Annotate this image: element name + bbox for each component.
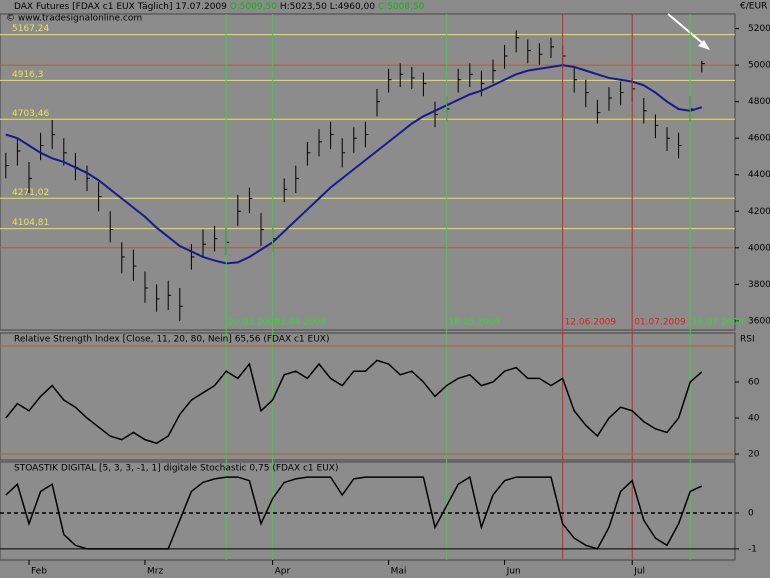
level-label: 4703,46: [12, 109, 49, 119]
marker-label: 01.07.2009: [634, 318, 686, 328]
title-part: C:5008,50: [378, 2, 425, 12]
y-axis-label: RSI: [740, 335, 755, 345]
x-tick-label: Jun: [506, 567, 521, 577]
y-tick-label: 3600: [748, 316, 770, 326]
moving-average: [5, 64, 703, 265]
x-tick-label: Jul: [633, 567, 645, 577]
panel-title: Relative Strength Index [Close, 11, 20, …: [14, 335, 329, 345]
y-tick-label: 5200: [748, 24, 770, 34]
y-tick-label: 5000: [748, 61, 770, 71]
y-tick-label: 3800: [748, 280, 770, 290]
marker-label: 18.05.2009: [449, 318, 501, 328]
level-label: 4271,02: [12, 188, 49, 198]
level-label: 4104,81: [12, 218, 49, 228]
indicator-line: [5, 359, 703, 445]
marker-label: 20.03.2009: [228, 318, 280, 328]
y-tick-label: -1: [748, 544, 757, 554]
title-part: O:5009,50: [230, 2, 277, 12]
title-part: DAX Futures [FDAX c1 EUX Täglich] 17.07.…: [14, 2, 227, 12]
y-tick-label: 4000: [748, 243, 770, 253]
level-label: 4916,3: [12, 70, 44, 80]
panel-title: STOASTIK DIGITAL [5, 3, 3, -1, 1] digita…: [14, 464, 338, 474]
x-tick-label: Apr: [275, 567, 291, 577]
y-axis-label: €/EUR: [740, 2, 767, 12]
y-tick-label: 4800: [748, 97, 770, 107]
source: © www.tradesignalonline.com: [6, 14, 142, 24]
arrow-shaft: [667, 13, 707, 47]
y-tick-label: 60: [748, 377, 760, 387]
y-tick-label: 4600: [748, 134, 770, 144]
stoch-panel: [0, 461, 736, 561]
x-tick-label: Mrz: [147, 567, 163, 577]
x-tick-label: Mai: [391, 567, 407, 577]
marker-label: 01.04.2009: [275, 318, 327, 328]
title-part: H:5023,50: [280, 2, 327, 12]
title-part: L:4960,00: [330, 2, 376, 12]
y-tick-label: 4200: [748, 207, 770, 217]
y-tick-label: 40: [748, 414, 760, 424]
x-tick-label: Feb: [31, 567, 47, 577]
y-tick-label: 0: [748, 508, 754, 518]
rsi-panel: [0, 332, 736, 461]
y-tick-label: 20: [748, 450, 760, 460]
marker-label: 16.07.2009: [692, 318, 744, 328]
arrow-head: [698, 40, 710, 50]
level-label: 5167,24: [12, 24, 49, 34]
price-panel: [0, 13, 736, 331]
arrow: [667, 13, 710, 50]
chart-title: DAX Futures [FDAX c1 EUX Täglich] 17.07.…: [14, 2, 425, 12]
marker-label: 12.06.2009: [565, 318, 617, 328]
indicator-line: [5, 475, 703, 550]
y-tick-label: 4400: [748, 170, 770, 180]
